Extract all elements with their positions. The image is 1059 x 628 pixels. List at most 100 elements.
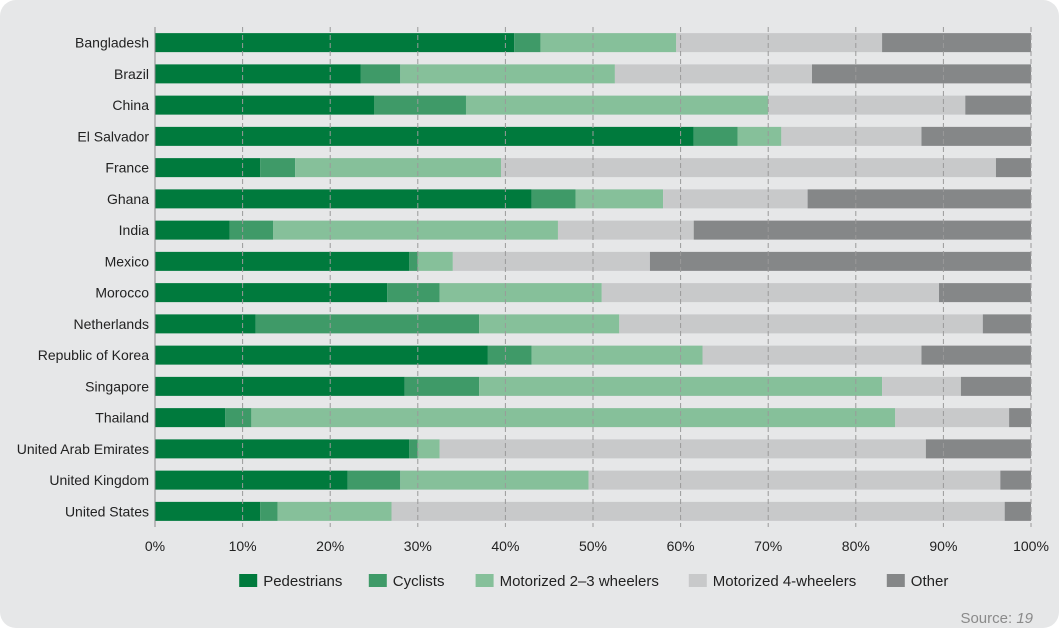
bar-france-cyclists bbox=[260, 158, 296, 178]
bar-united-arab-emirates-other bbox=[925, 439, 1031, 459]
bar-morocco-motorized-2-3-wheelers bbox=[439, 283, 602, 303]
bar-bangladesh-motorized-4-wheelers bbox=[676, 33, 883, 53]
x-tick-label: 40% bbox=[491, 538, 519, 554]
bar-india-motorized-2-3-wheelers bbox=[273, 220, 558, 240]
x-tick-label: 60% bbox=[667, 538, 695, 554]
bar-china-motorized-2-3-wheelers bbox=[465, 95, 769, 115]
bar-united-arab-emirates-motorized-2-3-wheelers bbox=[417, 439, 440, 459]
x-tick-label: 0% bbox=[145, 538, 165, 554]
bar-united-states-motorized-2-3-wheelers bbox=[277, 501, 392, 521]
legend-label: Other bbox=[911, 573, 949, 590]
bar-el-salvador-cyclists bbox=[693, 126, 738, 146]
legend-label: Motorized 4-wheelers bbox=[713, 573, 856, 590]
category-label: Singapore bbox=[85, 378, 149, 394]
bar-united-states-motorized-4-wheelers bbox=[391, 501, 1005, 521]
bar-united-kingdom-motorized-4-wheelers bbox=[588, 470, 1001, 490]
bar-brazil-cyclists bbox=[360, 64, 401, 84]
x-tick-label: 90% bbox=[929, 538, 957, 554]
bar-india-cyclists bbox=[229, 220, 274, 240]
bar-morocco-motorized-4-wheelers bbox=[601, 283, 940, 303]
bar-france-other bbox=[995, 158, 1031, 178]
bar-ghana-motorized-2-3-wheelers bbox=[575, 189, 664, 209]
bar-singapore-motorized-2-3-wheelers bbox=[479, 376, 883, 396]
bar-netherlands-motorized-4-wheelers bbox=[619, 314, 983, 334]
bar-united-kingdom-pedestrians bbox=[155, 470, 348, 490]
legend: Pedestrians Cyclists Motorized 2–3 wheeler… bbox=[239, 573, 948, 590]
source-label: Source: bbox=[960, 610, 1016, 627]
bar-ghana-other bbox=[807, 189, 1031, 209]
bar-france-motorized-2-3-wheelers bbox=[295, 158, 502, 178]
bar-mexico-motorized-2-3-wheelers bbox=[417, 251, 453, 271]
source-ref: 19 bbox=[1016, 610, 1033, 627]
bar-el-salvador-motorized-2-3-wheelers bbox=[737, 126, 782, 146]
legend-label: Cyclists bbox=[393, 573, 445, 590]
bar-bangladesh-cyclists bbox=[514, 33, 541, 53]
category-label: Republic of Korea bbox=[38, 347, 150, 363]
bar-thailand-cyclists bbox=[225, 408, 252, 428]
bar-thailand-motorized-4-wheelers bbox=[895, 408, 1010, 428]
bar-united-kingdom-cyclists bbox=[347, 470, 401, 490]
bar-united-states-cyclists bbox=[260, 501, 278, 521]
bar-republic-of-korea-motorized-2-3-wheelers bbox=[531, 345, 703, 365]
bar-united-arab-emirates-cyclists bbox=[409, 439, 418, 459]
bar-france-pedestrians bbox=[155, 158, 261, 178]
bar-republic-of-korea-motorized-4-wheelers bbox=[702, 345, 922, 365]
bar-mexico-motorized-4-wheelers bbox=[452, 251, 650, 271]
x-tick-label: 70% bbox=[754, 538, 782, 554]
x-tick-label: 50% bbox=[579, 538, 607, 554]
bar-netherlands-cyclists bbox=[255, 314, 480, 334]
category-label: United Kingdom bbox=[49, 472, 149, 488]
bar-morocco-other bbox=[939, 283, 1031, 303]
bar-united-arab-emirates-pedestrians bbox=[155, 439, 410, 459]
bar-singapore-motorized-4-wheelers bbox=[882, 376, 961, 396]
bar-brazil-motorized-2-3-wheelers bbox=[400, 64, 615, 84]
x-tick-label: 100% bbox=[1013, 538, 1049, 554]
category-label: France bbox=[105, 160, 149, 176]
bar-thailand-motorized-2-3-wheelers bbox=[251, 408, 896, 428]
category-label: China bbox=[112, 97, 149, 113]
bar-el-salvador-motorized-4-wheelers bbox=[781, 126, 922, 146]
bar-bangladesh-other bbox=[882, 33, 1031, 53]
bar-brazil-other bbox=[812, 64, 1031, 84]
bar-republic-of-korea-other bbox=[921, 345, 1031, 365]
grid-layer bbox=[154, 27, 1032, 527]
category-label: India bbox=[119, 222, 150, 238]
bar-united-kingdom-motorized-2-3-wheelers bbox=[400, 470, 589, 490]
category-label: Netherlands bbox=[74, 316, 150, 332]
bar-india-other bbox=[693, 220, 1031, 240]
bar-united-states-other bbox=[1004, 501, 1031, 521]
bar-republic-of-korea-cyclists bbox=[487, 345, 532, 365]
bar-china-pedestrians bbox=[155, 95, 374, 115]
bar-china-cyclists bbox=[374, 95, 466, 115]
x-tick-label: 80% bbox=[842, 538, 870, 554]
bar-netherlands-other bbox=[982, 314, 1031, 334]
bar-el-salvador-other bbox=[921, 126, 1031, 146]
bar-china-motorized-4-wheelers bbox=[768, 95, 966, 115]
category-label: Ghana bbox=[107, 191, 149, 207]
bar-singapore-pedestrians bbox=[155, 376, 405, 396]
category-labels: Bangladesh Brazil China El Salvador France Gh… bbox=[17, 35, 150, 520]
bar-thailand-other bbox=[1009, 408, 1031, 428]
category-label: Thailand bbox=[95, 410, 149, 426]
legend-swatch bbox=[239, 574, 258, 587]
bar-republic-of-korea-pedestrians bbox=[155, 345, 488, 365]
source-note: Source: 19 bbox=[960, 610, 1033, 627]
bar-china-other bbox=[965, 95, 1031, 115]
category-label: Mexico bbox=[105, 253, 150, 269]
bar-ghana-pedestrians bbox=[155, 189, 532, 209]
bar-france-motorized-4-wheelers bbox=[501, 158, 996, 178]
category-label: United States bbox=[65, 503, 149, 519]
bar-el-salvador-pedestrians bbox=[155, 126, 694, 146]
category-label: Bangladesh bbox=[75, 35, 149, 51]
bar-thailand-pedestrians bbox=[155, 408, 226, 428]
bar-mexico-cyclists bbox=[409, 251, 418, 271]
bar-brazil-motorized-4-wheelers bbox=[614, 64, 812, 84]
legend-swatch bbox=[886, 574, 905, 587]
bars-layer bbox=[155, 33, 1031, 521]
bar-india-pedestrians bbox=[155, 220, 230, 240]
bar-united-states-pedestrians bbox=[155, 501, 261, 521]
bar-mexico-other bbox=[649, 251, 1031, 271]
bar-bangladesh-pedestrians bbox=[155, 33, 515, 53]
category-label: El Salvador bbox=[77, 128, 149, 144]
